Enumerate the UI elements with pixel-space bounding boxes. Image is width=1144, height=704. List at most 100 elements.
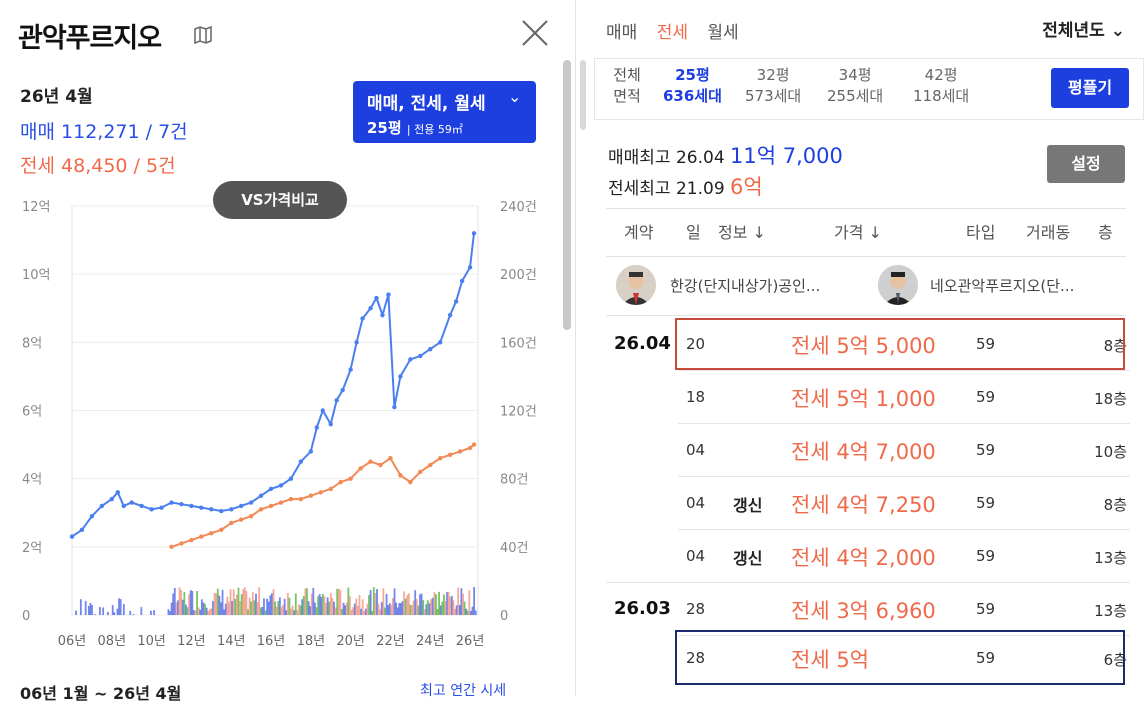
volume-bar xyxy=(172,593,175,615)
header-price[interactable]: 가격 ↓ xyxy=(834,223,882,242)
volume-bar xyxy=(223,609,226,615)
left-scrollbar[interactable] xyxy=(563,60,571,330)
table-row[interactable]: 18 전세 5억 1,000 59 18층 xyxy=(576,371,1144,424)
volume-bar xyxy=(307,601,310,615)
tab-sale[interactable]: 매매 xyxy=(606,23,638,43)
area-option-34[interactable]: 34평 255세대 xyxy=(827,65,883,107)
volume-bar xyxy=(266,598,269,615)
volume-bar xyxy=(309,605,312,615)
volume-bar xyxy=(349,596,351,615)
volume-bar xyxy=(199,609,202,615)
volume-bar xyxy=(250,601,253,615)
data-point xyxy=(288,496,294,502)
volume-bar xyxy=(417,605,420,615)
table-row[interactable]: 26.03 28 전세 3억 6,960 59 13층 xyxy=(576,583,1144,636)
highlight-blue-box xyxy=(675,630,1125,685)
yearly-price-link[interactable]: 최고 연간 시세 xyxy=(420,683,507,699)
volume-bar xyxy=(372,587,375,615)
tab-jeonse[interactable]: 전세 xyxy=(656,23,688,43)
volume-bar xyxy=(323,596,326,615)
data-point xyxy=(209,507,214,512)
volume-bar xyxy=(347,587,350,615)
data-point xyxy=(348,367,353,372)
volume-bar xyxy=(441,601,444,615)
year-select[interactable]: 전체년도 ⌄ xyxy=(1042,16,1125,41)
volume-bar xyxy=(263,598,265,615)
area-option-pyeong: 25평 xyxy=(675,66,710,84)
volume-bar xyxy=(341,608,343,615)
agent-list: 한강(단지내상가)공인... 네오관악푸르지오(단... xyxy=(606,256,1126,316)
agent-avatar[interactable] xyxy=(616,265,656,305)
agent-avatar[interactable] xyxy=(878,265,918,305)
table-row[interactable]: 04 갱신 전세 4억 2,000 59 13층 xyxy=(576,530,1144,583)
close-icon[interactable] xyxy=(520,18,550,48)
map-icon[interactable] xyxy=(193,25,213,45)
page-title: 관악푸르지오 xyxy=(18,23,162,54)
period-range: 06년 1월 ~ 26년 4월 xyxy=(20,684,182,703)
rent-summary: 전세 48,450 / 5건 xyxy=(20,151,176,178)
volume-bar xyxy=(436,608,439,615)
volume-bar xyxy=(414,590,417,615)
y-right-tick: 80건 xyxy=(500,473,529,488)
row-type: 59 xyxy=(976,335,996,353)
area-option-32[interactable]: 32평 573세대 xyxy=(745,65,801,107)
volume-bar xyxy=(393,588,396,615)
rent-summary-label: 전세 xyxy=(20,155,55,177)
row-day: 04 xyxy=(686,494,706,512)
volume-bar xyxy=(380,602,383,615)
table-row[interactable]: 04 갱신 전세 4억 7,250 59 8층 xyxy=(576,477,1144,530)
max-rent: 전세최고 21.09 6억 xyxy=(608,171,763,201)
volume-bar xyxy=(331,598,334,615)
volume-bar xyxy=(220,602,222,615)
data-point xyxy=(179,502,184,507)
data-point xyxy=(278,483,284,488)
volume-bar xyxy=(240,594,243,615)
row-date: 26.03 xyxy=(614,598,671,619)
volume-bar xyxy=(328,601,331,615)
volume-bar xyxy=(474,610,477,615)
area-option-42[interactable]: 42평 118세대 xyxy=(913,65,969,107)
y-left-tick: 12억 xyxy=(22,200,51,215)
area-option-25[interactable]: 25평 636세대 xyxy=(663,65,722,107)
volume-bar xyxy=(193,610,195,615)
volume-bar xyxy=(369,590,372,615)
data-point xyxy=(386,292,391,297)
volume-bar xyxy=(215,593,218,615)
summary-date: 26년 4월 xyxy=(20,87,93,107)
data-point xyxy=(318,490,323,495)
x-tick: 08년 xyxy=(98,634,127,649)
area-option-pyeong: 42평 xyxy=(924,66,958,84)
area-filter-pyeong: 25평 xyxy=(367,119,402,137)
agent-name-2[interactable]: 네오관악푸르지오(단... xyxy=(930,277,1075,295)
volume-bar xyxy=(242,589,245,615)
area-selector: 전체 면적 25평 636세대 32평 573세대 34평 255세대 42평 … xyxy=(594,58,1144,120)
data-point xyxy=(358,466,363,471)
vs-compare-button[interactable]: VS가격비교 xyxy=(213,181,347,219)
data-point xyxy=(418,353,423,359)
row-price: 전세 5억 1,000 xyxy=(791,387,936,411)
tab-monthly[interactable]: 월세 xyxy=(707,23,739,43)
agent-name-1[interactable]: 한강(단지내상가)공인... xyxy=(670,277,821,295)
pyeong-button[interactable]: 평플기 xyxy=(1051,68,1129,108)
trade-filter-button[interactable]: 매매, 전세, 월세 ⌄ 25평 | 전용 59㎡ xyxy=(353,81,536,143)
table-row[interactable]: 26.04 20 전세 5억 5,000 59 8층 xyxy=(576,318,1144,371)
volume-bar xyxy=(315,607,318,615)
table-row[interactable]: 28 전세 5억 59 6층 xyxy=(576,632,1144,685)
right-scrollbar[interactable] xyxy=(580,60,586,130)
volume-bar xyxy=(420,593,423,615)
volume-bar xyxy=(204,603,206,615)
data-point xyxy=(334,398,339,403)
volume-bar xyxy=(401,601,404,615)
volume-bar xyxy=(411,604,413,615)
header-info[interactable]: 정보 ↓ xyxy=(718,223,766,242)
table-row[interactable]: 04 전세 4억 7,000 59 10층 xyxy=(576,424,1144,477)
volume-bar xyxy=(107,611,109,615)
volume-bar xyxy=(317,596,319,615)
volume-bar xyxy=(318,594,321,615)
volume-bar xyxy=(468,590,471,615)
volume-bar xyxy=(358,595,361,615)
volume-bar xyxy=(463,601,466,615)
data-point xyxy=(69,534,75,539)
settings-button[interactable]: 설정 xyxy=(1047,145,1125,183)
volume-bar xyxy=(150,610,152,615)
